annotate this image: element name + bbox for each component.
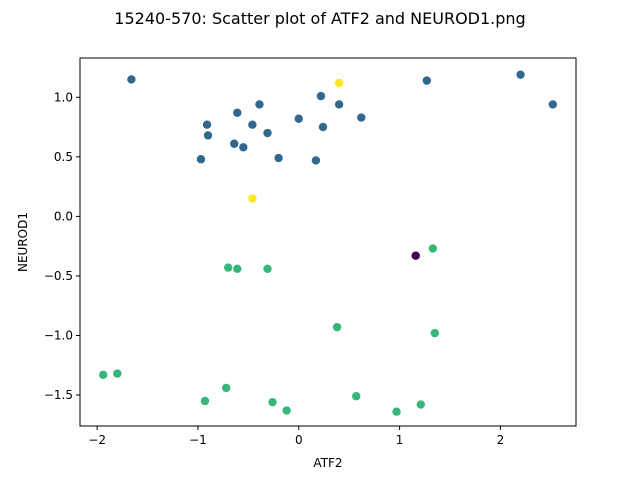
data-point xyxy=(352,392,361,401)
data-point xyxy=(428,244,438,253)
data-point xyxy=(200,396,210,406)
data-point xyxy=(196,155,206,164)
x-tick-label: −1 xyxy=(189,433,207,447)
data-point xyxy=(411,251,420,260)
data-point xyxy=(203,131,213,140)
x-axis-label: ATF2 xyxy=(313,456,342,470)
data-point xyxy=(392,407,401,416)
data-point xyxy=(294,114,303,123)
x-tick-label: 1 xyxy=(396,433,404,447)
data-point xyxy=(113,369,122,378)
y-axis-label: NEUROD1 xyxy=(16,212,30,272)
data-point xyxy=(282,406,291,415)
y-tick-label: 1.0 xyxy=(54,90,73,104)
y-axis: −1.5 −1.0 −0.5 0.0 0.5 1.0 xyxy=(44,90,80,402)
data-point xyxy=(332,322,342,332)
y-tick-label: −0.5 xyxy=(44,269,73,283)
x-tick-label: 2 xyxy=(497,433,505,447)
data-point xyxy=(233,108,242,117)
data-point xyxy=(224,263,233,272)
data-point xyxy=(263,264,272,273)
data-point xyxy=(127,75,136,84)
data-point xyxy=(318,122,328,132)
x-tick-label: −2 xyxy=(88,433,106,447)
data-point xyxy=(230,139,239,148)
data-point xyxy=(255,100,264,109)
y-tick-label: 0.5 xyxy=(54,150,73,164)
x-tick-label: 0 xyxy=(295,433,303,447)
data-point xyxy=(416,400,425,409)
data-point xyxy=(233,264,242,273)
y-tick-label: 0.0 xyxy=(54,209,73,223)
data-point xyxy=(239,143,248,152)
data-point xyxy=(422,76,431,85)
data-point xyxy=(516,70,525,79)
data-point xyxy=(221,383,231,393)
data-point xyxy=(248,194,257,203)
data-point xyxy=(98,370,108,379)
data-point xyxy=(274,153,283,163)
data-point xyxy=(334,100,344,109)
points-layer xyxy=(98,70,558,416)
data-point xyxy=(430,328,440,338)
x-axis: −2 −1 0 1 2 xyxy=(88,426,504,447)
chart-title: 15240-570: Scatter plot of ATF2 and NEUR… xyxy=(114,9,525,28)
data-point xyxy=(316,91,326,101)
data-point xyxy=(334,78,344,88)
y-tick-label: −1.5 xyxy=(44,388,73,402)
data-point xyxy=(248,120,257,129)
data-point xyxy=(263,128,272,138)
data-point xyxy=(548,100,558,109)
data-point xyxy=(202,120,212,129)
data-point xyxy=(357,113,366,122)
plot-frame xyxy=(79,57,577,427)
y-tick-label: −1.0 xyxy=(44,328,73,342)
data-point xyxy=(311,156,321,165)
data-point xyxy=(268,397,277,407)
